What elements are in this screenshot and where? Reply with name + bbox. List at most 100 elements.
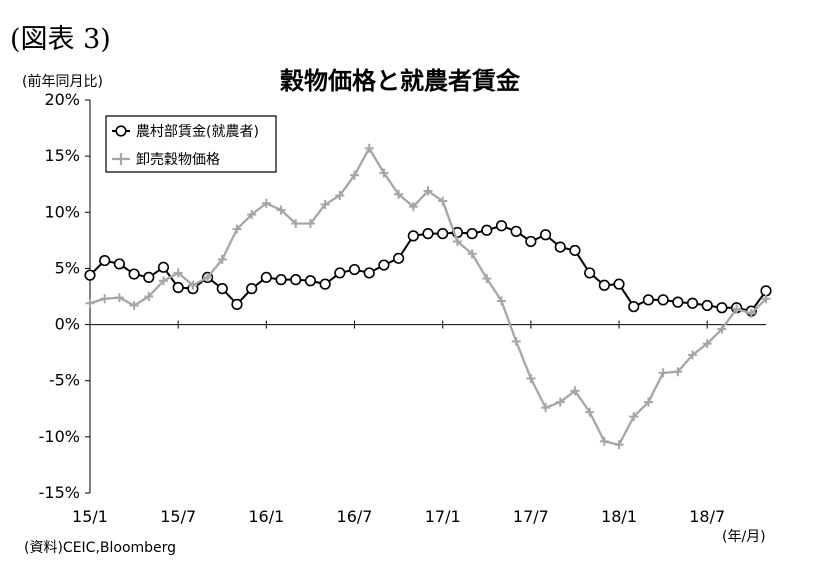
x-tick-label: 18/7 <box>689 507 725 526</box>
wage-data-point <box>260 271 272 284</box>
grain-price-data-point <box>688 350 698 360</box>
grain-price-data-point <box>658 368 668 378</box>
legend-box <box>105 115 277 173</box>
x-tick-label: 15/7 <box>160 507 196 526</box>
grain-price-data-point <box>555 397 565 407</box>
wage-data-point <box>510 225 522 237</box>
wage-data-point <box>495 220 508 232</box>
grain-price-data-point <box>599 436 609 446</box>
wage-data-point <box>216 283 228 295</box>
wage-data-point <box>378 259 390 271</box>
grain-price-data-point <box>614 440 624 450</box>
wage-data-point <box>363 267 375 279</box>
wage-series <box>84 220 772 317</box>
wage-data-point <box>157 261 170 273</box>
wage-data-point <box>393 252 405 264</box>
wage-data-point <box>304 275 317 287</box>
grain-price-data-point <box>188 280 198 290</box>
grain-price-data-point <box>511 336 521 346</box>
wage-data-point <box>613 278 625 290</box>
grain-price-data-point <box>114 293 124 303</box>
grain-price-data-point <box>85 298 95 308</box>
grain-price-data-point <box>746 308 756 318</box>
wage-data-point <box>686 297 699 309</box>
grain-price-data-point <box>217 254 227 264</box>
grain-price-data-point <box>541 403 551 413</box>
grain-price-data-point <box>100 294 110 304</box>
grain-price-data-point <box>261 198 271 208</box>
wage-data-point <box>628 301 640 313</box>
legend-wage-marker <box>115 125 127 137</box>
grain-price-data-point <box>496 296 506 306</box>
wage-data-point <box>642 294 655 306</box>
grain-price-data-point <box>482 274 492 284</box>
grain-price-data-point <box>629 412 639 422</box>
grain-price-data-point <box>702 339 712 349</box>
series-layer <box>84 143 772 450</box>
grain-price-data-point <box>467 249 477 259</box>
x-tick-label: 15/1 <box>72 507 108 526</box>
wage-data-point <box>525 235 537 248</box>
wage-data-point <box>657 294 669 306</box>
grain-price-data-point <box>585 407 595 417</box>
source-note: (資料)CEIC,Bloomberg <box>24 540 176 556</box>
grain-price-data-point <box>247 210 257 220</box>
y-axis-ticks: 20% 15% 10% 5% 0% -5% -10% -15% <box>39 90 90 502</box>
grain-price-data-point <box>717 324 727 334</box>
legend: 農村部賃金(就農者) 卸売穀物価格 <box>105 115 277 173</box>
y-tick-label: 20% <box>44 90 80 109</box>
grain-price-data-point <box>452 236 462 246</box>
wage-data-point <box>334 267 346 279</box>
x-tick-label: 16/1 <box>248 507 284 526</box>
grain-price-data-point <box>232 224 242 234</box>
y-tick-label: 0% <box>55 315 80 334</box>
grain-price-data-point <box>291 219 301 229</box>
legend-grain-label: 卸売穀物価格 <box>136 152 220 168</box>
grain-price-data-point <box>438 196 448 206</box>
x-axis-ticks: 15/1 15/7 16/1 16/7 17/1 17/7 18/1 18/7 <box>72 320 725 526</box>
grain-price-data-point <box>570 386 580 396</box>
wage-data-point <box>422 228 434 240</box>
x-tick-label: 17/7 <box>513 507 549 526</box>
wage-data-point <box>246 283 258 295</box>
y-tick-label: -5% <box>49 371 80 390</box>
x-tick-label: 17/1 <box>425 507 461 526</box>
grain-price-series <box>85 143 771 450</box>
y-tick-label: 15% <box>44 146 80 165</box>
wage-data-point <box>348 263 361 276</box>
wage-data-point <box>539 229 552 241</box>
grain-price-data-point <box>643 397 653 407</box>
grain-price-data-point <box>129 300 139 310</box>
wage-data-point <box>466 228 478 240</box>
grain-price-data-point <box>408 202 418 212</box>
x-axis-label: (年/月) <box>722 529 766 545</box>
grain-price-data-point <box>276 205 286 215</box>
y-tick-label: -15% <box>39 483 80 502</box>
x-tick-label: 16/7 <box>337 507 373 526</box>
y-tick-label: 5% <box>55 258 80 277</box>
x-tick-label: 18/1 <box>601 507 637 526</box>
wage-data-point <box>437 228 449 240</box>
wage-data-point <box>172 281 184 294</box>
wage-data-point <box>143 271 155 284</box>
wage-data-point <box>481 224 493 236</box>
wage-data-point <box>128 268 140 280</box>
wage-data-point <box>275 274 287 286</box>
grain-price-data-point <box>526 373 536 383</box>
grain-price-data-point <box>144 292 154 301</box>
wage-data-point <box>84 269 96 281</box>
grain-price-data-point <box>394 189 404 199</box>
chart-title: 穀物価格と就農者賃金 <box>280 67 521 95</box>
legend-wage-label: 農村部賃金(就農者) <box>136 124 259 140</box>
grain-price-data-point <box>350 170 360 180</box>
wage-data-point <box>113 258 125 270</box>
wage-data-point <box>716 302 728 314</box>
wage-data-point <box>598 279 610 291</box>
y-tick-label: -10% <box>39 427 80 446</box>
grain-price-data-point <box>335 190 345 200</box>
grain-price-data-point <box>673 367 683 377</box>
grain-price-data-point <box>423 186 433 196</box>
wage-data-point <box>231 298 243 310</box>
